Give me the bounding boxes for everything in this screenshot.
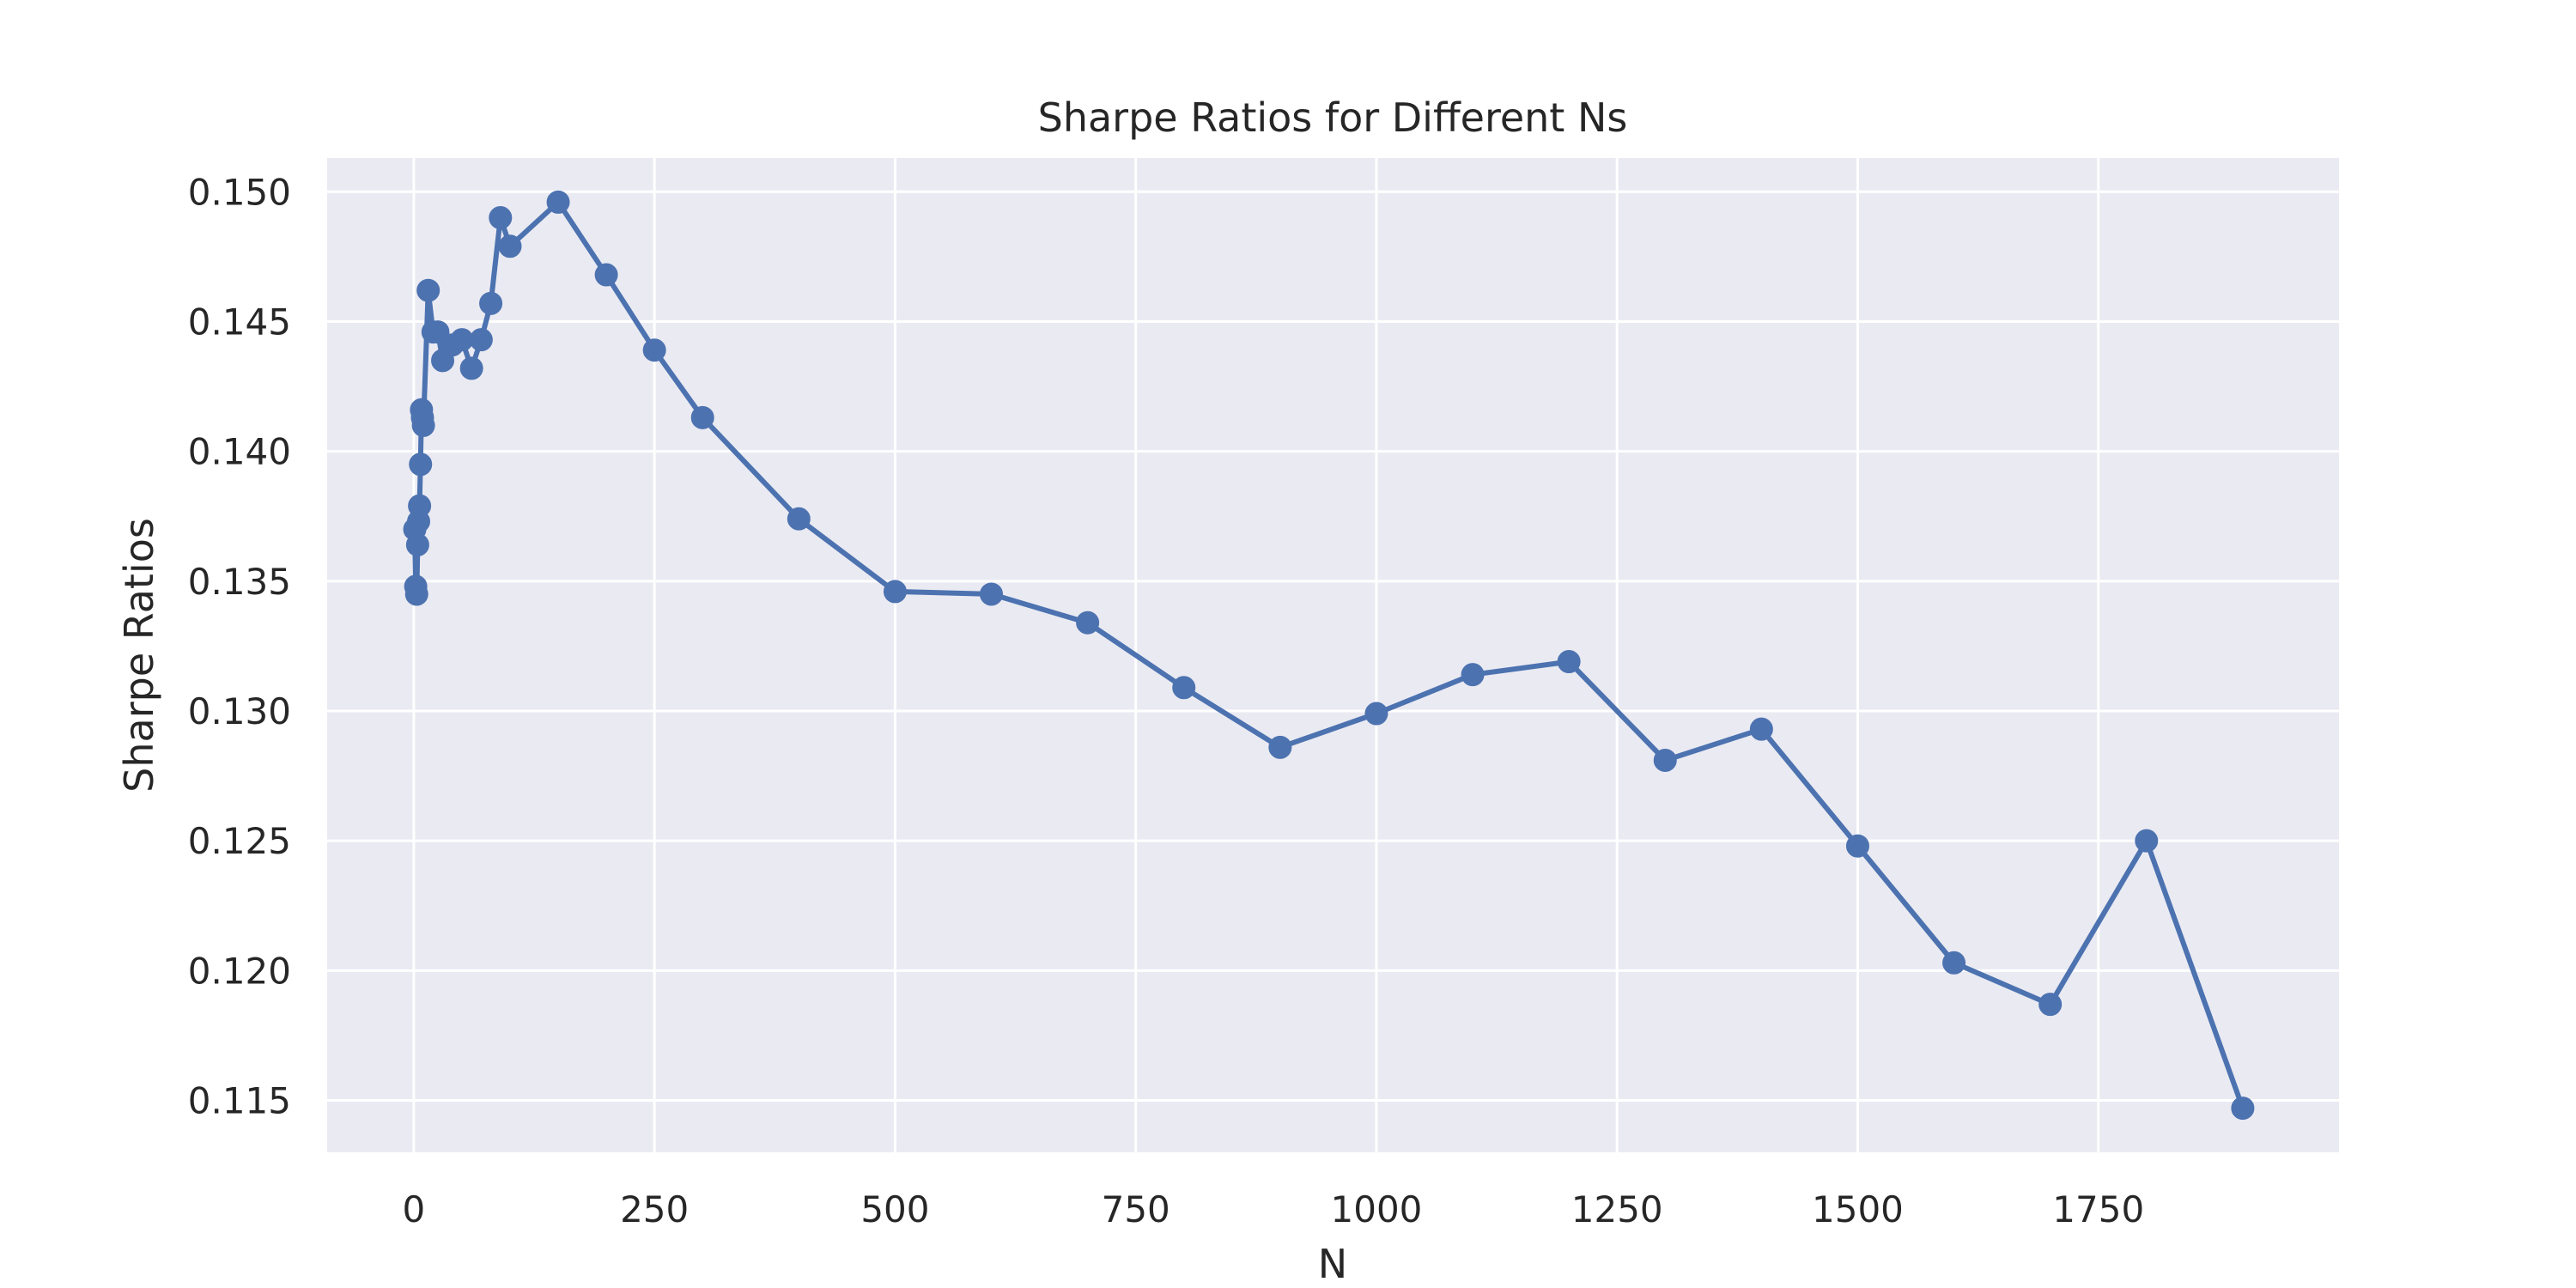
x-tick-label: 1500 bbox=[1812, 1188, 1904, 1230]
data-point bbox=[1557, 650, 1581, 674]
data-point bbox=[1942, 951, 1966, 975]
data-point bbox=[2135, 829, 2159, 853]
data-point bbox=[1845, 834, 1869, 858]
data-point bbox=[546, 190, 570, 214]
data-point bbox=[642, 338, 666, 362]
data-point bbox=[883, 580, 907, 604]
data-point bbox=[1076, 611, 1100, 635]
x-tick-label: 750 bbox=[1102, 1188, 1170, 1230]
x-tick-label: 0 bbox=[403, 1188, 426, 1230]
y-tick-label: 0.125 bbox=[188, 820, 291, 862]
data-point bbox=[2231, 1097, 2255, 1121]
x-tick-label: 250 bbox=[620, 1188, 689, 1230]
x-tick-label: 1250 bbox=[1571, 1188, 1663, 1230]
x-tick-label: 500 bbox=[860, 1188, 929, 1230]
data-point bbox=[411, 413, 435, 437]
data-point bbox=[1749, 717, 1773, 741]
chart-title: Sharpe Ratios for Different Ns bbox=[1038, 94, 1628, 141]
data-point bbox=[2038, 993, 2063, 1017]
data-point bbox=[1364, 702, 1388, 726]
x-axis-label: N bbox=[1318, 1241, 1347, 1287]
data-point bbox=[498, 234, 522, 258]
data-point bbox=[787, 507, 811, 531]
y-tick-label: 0.145 bbox=[188, 301, 291, 343]
data-point bbox=[1653, 748, 1677, 772]
y-tick-label: 0.135 bbox=[188, 561, 291, 603]
data-point bbox=[489, 206, 513, 230]
data-point bbox=[1172, 676, 1196, 700]
grid-layer bbox=[327, 158, 2339, 1152]
data-point bbox=[1461, 663, 1485, 687]
data-point bbox=[416, 278, 440, 302]
data-point bbox=[690, 405, 714, 429]
x-tick-label: 1750 bbox=[2052, 1188, 2144, 1230]
y-tick-label: 0.115 bbox=[188, 1080, 291, 1122]
data-point bbox=[409, 453, 433, 477]
y-tick-label: 0.140 bbox=[188, 431, 291, 473]
data-point bbox=[408, 494, 432, 518]
x-tick-label: 1000 bbox=[1331, 1188, 1423, 1230]
y-tick-label: 0.150 bbox=[188, 171, 291, 213]
data-point bbox=[459, 356, 483, 380]
y-axis-label: Sharpe Ratios bbox=[116, 518, 162, 793]
data-point bbox=[469, 328, 493, 352]
y-tick-label: 0.130 bbox=[188, 690, 291, 732]
data-point bbox=[405, 533, 429, 557]
data-point bbox=[479, 291, 503, 315]
data-point bbox=[594, 263, 618, 287]
data-point bbox=[1268, 735, 1292, 759]
y-tick-label: 0.120 bbox=[188, 950, 291, 992]
series-layer bbox=[403, 190, 2255, 1121]
data-point bbox=[980, 582, 1004, 606]
tick-layer: 0 250 500 750 1000 1250 1500 1750 0.115 0.120 0.12… bbox=[188, 171, 2144, 1230]
data-point bbox=[404, 582, 428, 606]
